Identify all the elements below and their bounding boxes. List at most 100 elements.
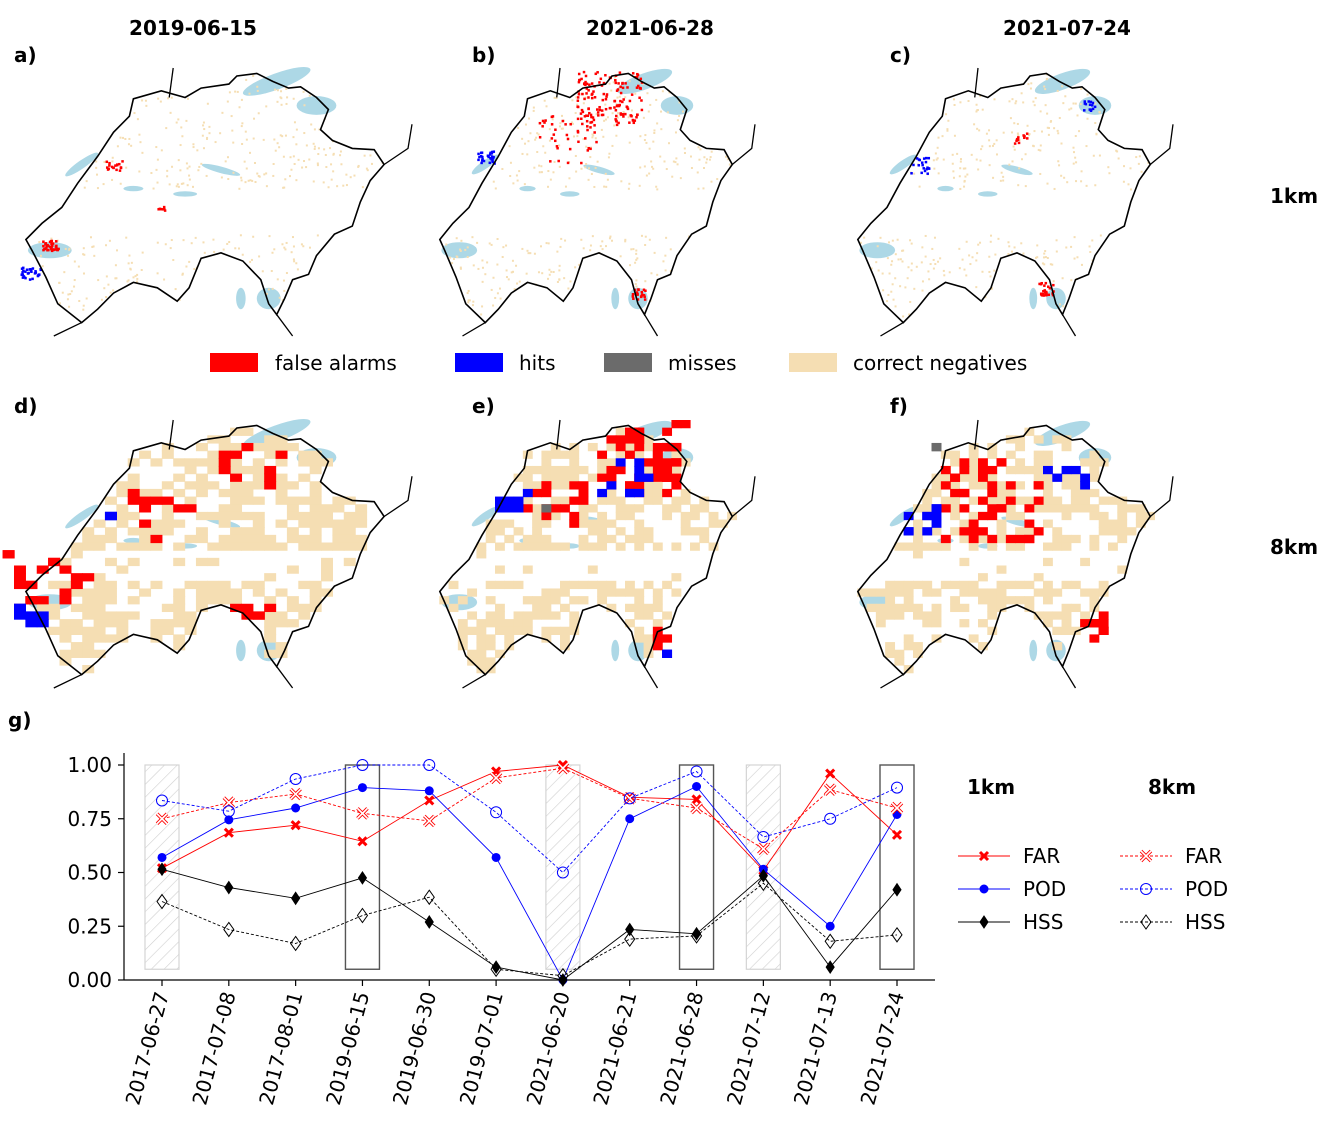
chart-series: [155, 759, 904, 987]
correct-negative-cell: [1015, 527, 1026, 536]
correct-negative-cell: [282, 279, 285, 282]
correct-negative-cell: [317, 147, 320, 150]
correct-negative-cell: [624, 240, 627, 243]
correct-negative-cell: [130, 261, 133, 264]
false-alarm-cell: [115, 168, 118, 172]
correct-negative-cell: [989, 240, 992, 243]
correct-negative-cell: [1089, 534, 1100, 544]
correct-negative-cell: [866, 603, 877, 613]
correct-negative-cell: [141, 99, 144, 102]
correct-negative-cell: [286, 603, 299, 613]
correct-negative-cell: [457, 626, 468, 635]
correct-negative-cell: [206, 102, 209, 105]
false-alarm-cell: [626, 107, 630, 111]
correct-negative-cell: [568, 177, 571, 180]
correct-negative-cell: [161, 519, 174, 528]
fa-cell: [996, 458, 1007, 467]
correct-negative-cell: [1012, 145, 1015, 148]
correct-negative-cell: [264, 442, 277, 452]
legend-label-correct-negatives: correct negatives: [853, 351, 1027, 375]
correct-negative-cell: [662, 504, 673, 513]
fa-cell: [230, 450, 243, 459]
hit-cell: [634, 465, 645, 475]
correct-negative-cell: [652, 619, 663, 628]
correct-negative-cell: [292, 155, 295, 158]
correct-negative-cell: [877, 269, 880, 272]
correct-negative-cell: [485, 596, 496, 605]
correct-negative-cell: [560, 588, 570, 597]
correct-negative-cell: [662, 611, 673, 620]
correct-negative-cell: [996, 496, 1007, 505]
correct-negative-cell: [532, 109, 535, 112]
correct-negative-cell: [173, 611, 186, 620]
row-label-1km: 1km: [1270, 184, 1318, 208]
correct-negative-cell: [513, 542, 524, 551]
correct-negative-cell: [485, 527, 496, 536]
false-alarm-cell: [636, 73, 640, 77]
correct-negative-cell: [502, 246, 505, 249]
correct-negative-cell: [601, 240, 604, 243]
correct-negative-cell: [541, 611, 552, 620]
correct-negative-cell: [690, 166, 693, 169]
correct-negative-cell: [1013, 246, 1016, 249]
correct-negative-cell: [1072, 146, 1075, 149]
lake-shape: [1029, 639, 1038, 662]
correct-negative-cell: [292, 258, 295, 261]
fa-cell: [14, 573, 26, 582]
false-alarm-cell: [599, 77, 603, 81]
correct-negative-cell: [249, 179, 252, 182]
false-alarm-cell: [585, 82, 589, 86]
legend-marker: [1140, 914, 1152, 930]
correct-negative-cell: [275, 519, 288, 528]
correct-negative-cell: [560, 542, 570, 551]
fa-cell: [652, 458, 663, 467]
correct-negative-cell: [597, 580, 608, 590]
correct-negative-cell: [247, 179, 250, 182]
hit-cell: [1043, 465, 1053, 475]
correct-negative-cell: [1015, 458, 1026, 467]
correct-negative-cell: [513, 619, 524, 628]
fa-cell: [987, 488, 998, 498]
correct-negative-cell: [1043, 481, 1053, 490]
fa-cell: [987, 534, 998, 544]
fa-cell: [652, 450, 663, 459]
correct-negative-cell: [1062, 102, 1065, 105]
correct-negative-cell: [1024, 596, 1035, 605]
data-point: [825, 960, 835, 975]
correct-negative-cell: [960, 158, 963, 161]
fa-cell: [218, 465, 231, 475]
data-point: [223, 921, 235, 938]
correct-negative-cell: [627, 116, 630, 119]
correct-negative-cell: [560, 580, 570, 590]
false-alarm-cell: [1015, 139, 1018, 143]
correct-negative-cell: [921, 289, 924, 292]
data-point: [357, 870, 368, 885]
fa-cell: [634, 435, 645, 444]
correct-negative-cell: [93, 596, 106, 605]
correct-negative-cell: [645, 174, 648, 177]
correct-negative-cell: [286, 511, 299, 521]
correct-negative-cell: [650, 160, 653, 163]
correct-negative-cell: [950, 596, 961, 605]
correct-negative-cell: [164, 243, 167, 246]
correct-negative-cell: [82, 588, 95, 597]
hit-cell: [21, 271, 24, 274]
neighbor-border: [1061, 666, 1077, 689]
correct-negative-cell: [996, 519, 1007, 528]
correct-negative-cell: [107, 283, 110, 286]
correct-negative-cell: [536, 151, 539, 154]
correct-negative-cell: [518, 280, 521, 283]
correct-negative-cell: [468, 299, 471, 302]
fa-cell: [36, 596, 49, 605]
x-tick-label: 2021-06-21: [588, 989, 641, 1107]
correct-negative-cell: [959, 473, 970, 482]
correct-negative-cell: [165, 127, 168, 130]
correct-negative-cell: [283, 289, 286, 292]
false-alarm-cell: [119, 166, 123, 169]
correct-negative-cell: [291, 236, 294, 239]
correct-negative-cell: [522, 481, 533, 490]
fa-cell: [987, 465, 998, 475]
correct-negative-cell: [662, 260, 665, 263]
false-alarm-cell: [55, 240, 58, 243]
correct-negative-cell: [939, 257, 942, 260]
